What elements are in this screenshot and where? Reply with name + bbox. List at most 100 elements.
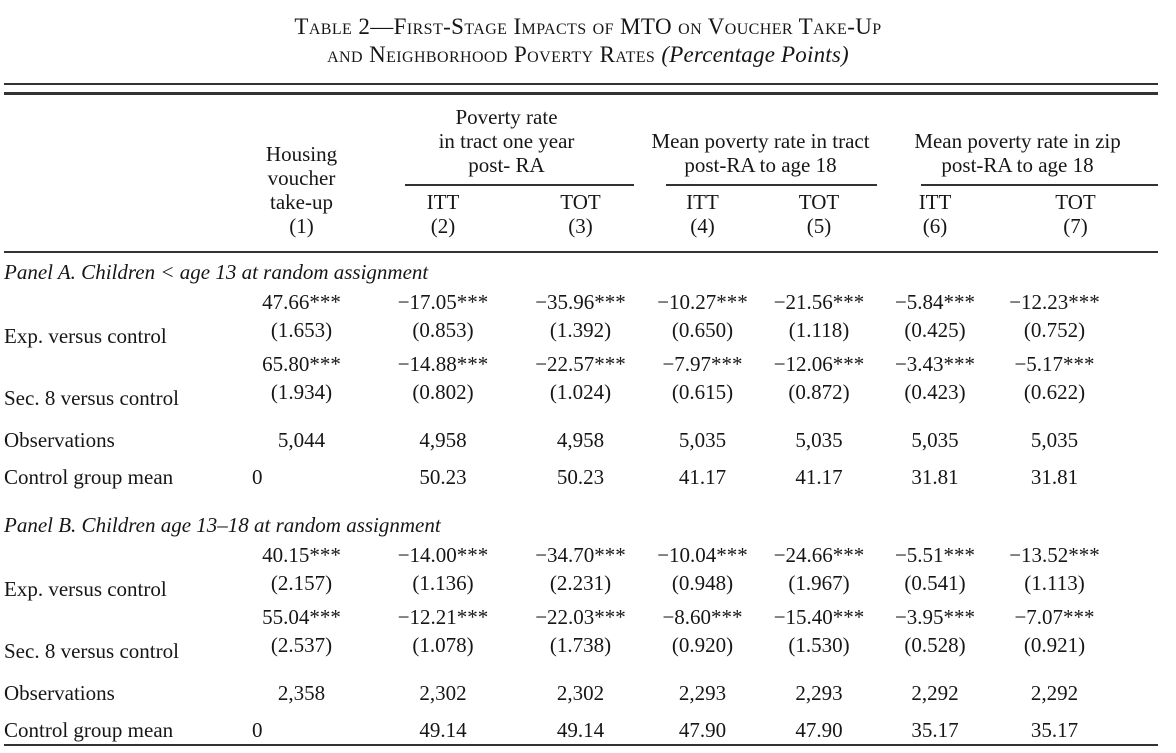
header-col1-number: (1): [289, 214, 314, 238]
panel-a-control-mean-row: Control group mean 0 50.23 50.23 41.17 4…: [4, 454, 1158, 491]
estimate-cell: −3.95***: [894, 605, 976, 629]
control-mean-value: 49.14: [556, 718, 605, 742]
table-title-line2-italic: (Percentage Points): [661, 42, 849, 67]
estimate-cell: −12.06***: [773, 352, 865, 376]
panel-a-heading-row: Panel A. Children < age 13 at random ass…: [4, 252, 1158, 288]
column-stat-header: TOT: [1055, 190, 1096, 214]
column-number-header: (6): [922, 214, 948, 238]
column-number-header: (2): [430, 214, 456, 238]
se-cell: (1.136): [412, 571, 474, 595]
estimate-cell: −14.88***: [397, 352, 489, 376]
header-empty-corner-cell: [4, 95, 234, 252]
se-cell: (0.802): [412, 380, 474, 404]
estimate-cell: −5.84***: [894, 290, 976, 314]
table-header: Housing voucher take-up (1) Poverty rate…: [4, 95, 1159, 252]
group1-underline: [405, 184, 634, 186]
panel-b-observations-row: Observations 2,358 2,302 2,302 2,293 2,2…: [4, 665, 1158, 707]
observations-value: 2,292: [911, 681, 959, 705]
panel-b-heading-row: Panel B. Children age 13–18 at random as…: [4, 491, 1158, 541]
estimate-cell: −34.70***: [535, 543, 626, 567]
column-number-header: (5): [806, 214, 832, 238]
estimate-cell: −21.56***: [773, 290, 865, 314]
group2-label-line1: Mean poverty rate in tract: [651, 129, 870, 153]
header-col1-line1: Housing: [265, 142, 338, 166]
column-number-header: (3): [568, 214, 593, 238]
se-cell: (0.541): [904, 571, 966, 595]
se-cell: (0.650): [671, 318, 734, 342]
control-mean-value: 47.90: [795, 718, 843, 742]
observations-value: 2,293: [795, 681, 843, 705]
top-double-rule: [4, 83, 1158, 95]
estimate-cell: −22.57***: [535, 352, 626, 376]
se-cell: (1.934): [270, 380, 333, 404]
paper-page: Table 2—First-Stage Impacts of MTO on Vo…: [0, 13, 1176, 746]
se-cell: (0.853): [412, 318, 474, 342]
header-group-poverty-rate-1yr: Poverty rate in tract one year post- RA: [369, 95, 644, 186]
estimate-cell: −7.07***: [1014, 605, 1095, 629]
group3-label: Mean poverty rate in zip post-RA to age …: [877, 129, 1158, 177]
group3-label-line2: post-RA to age 18: [941, 153, 1094, 177]
se-cell: (2.537): [270, 633, 333, 657]
control-mean-value: 49.14: [419, 718, 467, 742]
control-mean-value: 50.23: [419, 465, 467, 489]
estimate-cell: −12.21***: [397, 605, 489, 629]
se-cell: (1.118): [788, 318, 850, 342]
control-mean-value: 41.17: [795, 465, 843, 489]
se-cell: (1.392): [549, 318, 612, 342]
row-label-observations: Observations: [4, 428, 115, 452]
estimate-cell: 40.15***: [262, 543, 341, 567]
panel-a-observations-row: Observations 5,044 4,958 4,958 5,035 5,0…: [4, 412, 1158, 454]
header-group-mean-poverty-tract: Mean poverty rate in tract post-RA to ag…: [644, 95, 878, 186]
control-mean-value: 41.17: [678, 465, 727, 489]
group1-label-line2: in tract one year: [438, 129, 575, 153]
observations-value: 2,292: [1030, 681, 1079, 705]
se-cell: (2.231): [549, 571, 612, 595]
table-title-line2-caps: and Neighborhood Poverty Rates: [327, 42, 662, 67]
estimate-cell: −3.43***: [894, 352, 976, 376]
group3-label-line1: Mean poverty rate in zip: [914, 129, 1121, 153]
observations-value: 5,035: [1030, 428, 1079, 452]
row-label-sec8-versus-control: Sec. 8 versus control: [4, 639, 179, 663]
panel-b-exp-row: Exp. versus control 40.15*** −14.00*** −…: [4, 541, 1158, 601]
row-label-exp-versus-control: Exp. versus control: [4, 577, 167, 601]
observations-value: 4,958: [419, 428, 467, 452]
estimate-cell: −17.05***: [397, 290, 489, 314]
observations-value: 2,302: [556, 681, 605, 705]
se-cell: (0.615): [671, 380, 734, 404]
column-stat-header: ITT: [918, 190, 952, 214]
column-stat-header: ITT: [426, 190, 460, 214]
estimate-cell: −35.96***: [535, 290, 626, 314]
row-label-observations: Observations: [4, 681, 115, 705]
group3-underline: [921, 184, 1159, 186]
observations-value: 4,958: [556, 428, 605, 452]
header-col-housing-voucher-takeup: Housing voucher take-up (1): [234, 95, 369, 252]
estimate-cell: −8.60***: [662, 605, 743, 629]
panel-a-sec8-se-row: (1.934) (0.802) (1.024) (0.615) (0.872) …: [4, 378, 1158, 412]
se-cell: (0.423): [904, 380, 966, 404]
control-mean-value: 35.17: [1030, 718, 1079, 742]
column-number-header: (4): [690, 214, 715, 238]
table-body: Panel A. Children < age 13 at random ass…: [4, 252, 1158, 745]
group1-label-line1: Poverty rate: [455, 105, 558, 129]
table-title-line2: and Neighborhood Poverty Rates (Percenta…: [0, 41, 1176, 69]
header-group-mean-poverty-zip: Mean poverty rate in zip post-RA to age …: [877, 95, 1159, 186]
se-cell: (1.530): [788, 633, 850, 657]
row-label-exp-versus-control: Exp. versus control: [4, 324, 167, 348]
estimate-cell: −13.52***: [1009, 543, 1100, 567]
se-cell: (1.113): [1024, 571, 1085, 595]
panel-b-control-mean-row: Control group mean 0 49.14 49.14 47.90 4…: [4, 707, 1158, 745]
group2-label: Mean poverty rate in tract post-RA to ag…: [644, 129, 877, 177]
group1-label: Poverty rate in tract one year post- RA: [369, 105, 644, 177]
observations-value: 2,293: [678, 681, 727, 705]
se-cell: (0.752): [1023, 318, 1086, 342]
se-cell: (2.157): [270, 571, 333, 595]
se-cell: (1.738): [549, 633, 612, 657]
se-cell: (0.425): [904, 318, 966, 342]
se-cell: (0.921): [1023, 633, 1086, 657]
panel-a-exp-se-row: (1.653) (0.853) (1.392) (0.650) (1.118) …: [4, 316, 1158, 350]
control-mean-value: 31.81: [1030, 465, 1079, 489]
control-mean-value: 0: [252, 718, 263, 742]
header-col1-line2: voucher: [267, 166, 336, 190]
row-label-control-group-mean: Control group mean: [4, 465, 174, 489]
estimate-cell: −5.17***: [1014, 352, 1095, 376]
